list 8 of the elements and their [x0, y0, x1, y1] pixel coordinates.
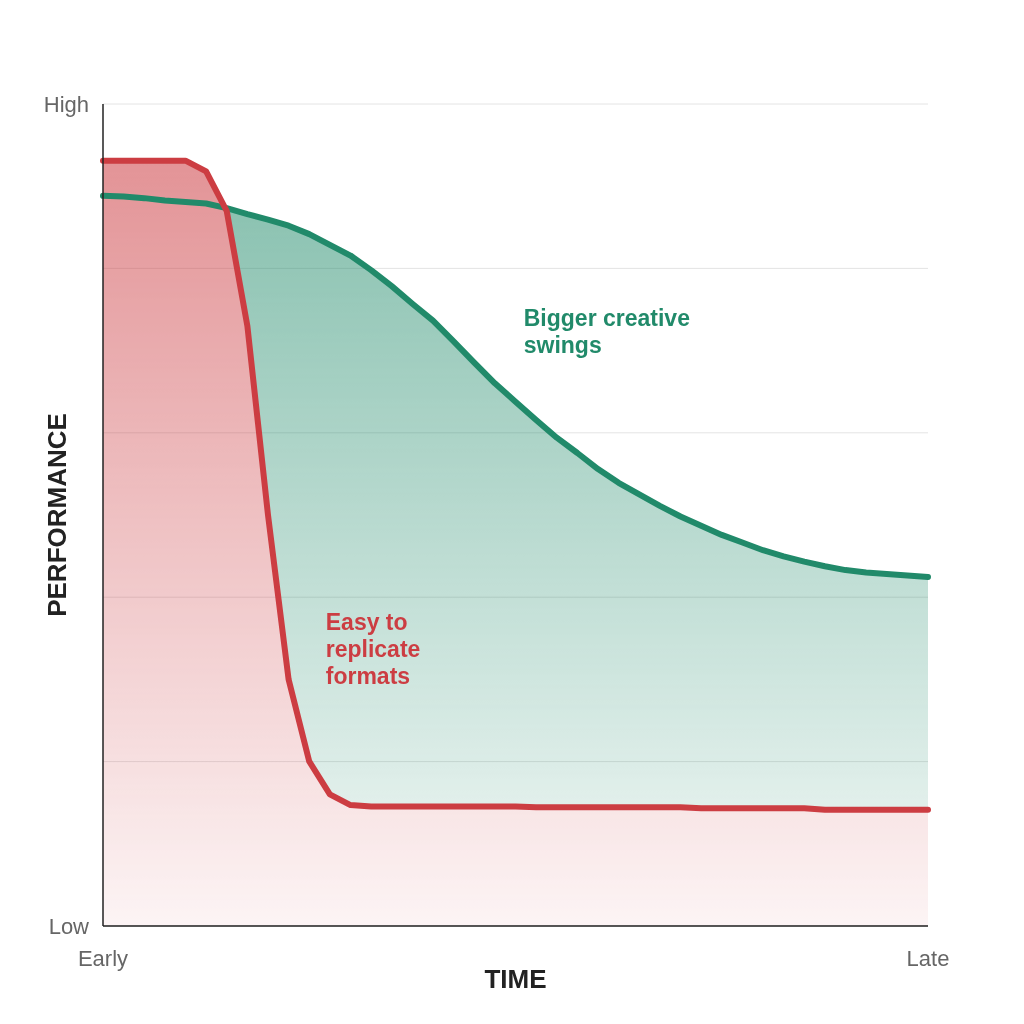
- x-tick-label: Late: [906, 946, 950, 971]
- series-label: Easy to replicate formats: [325, 609, 421, 690]
- x-axis-title: TIME: [484, 964, 547, 994]
- text: High: [43, 91, 89, 117]
- text: Low: [48, 913, 90, 939]
- x-tick-label: Early: [77, 946, 129, 971]
- series-label: Bigger creative swings: [523, 304, 690, 358]
- y-axis-title: PERFORMANCE: [42, 413, 72, 617]
